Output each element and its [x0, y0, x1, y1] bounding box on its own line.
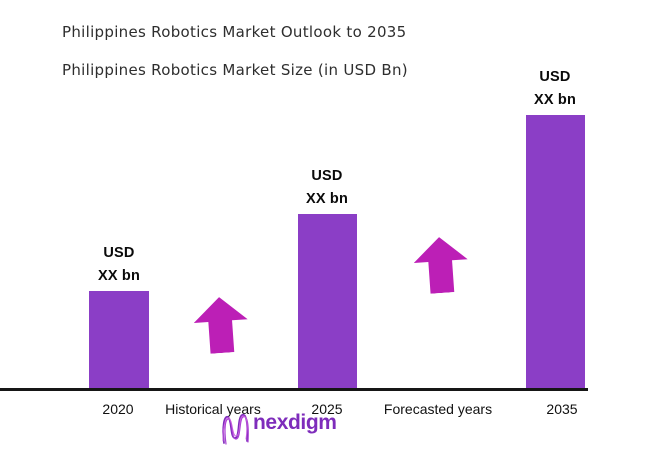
x-annotation-historical-years: Historical years	[165, 401, 261, 417]
bar-value-label-2025-line1: USD	[311, 168, 343, 184]
up-arrow-icon-historical	[192, 295, 250, 355]
x-axis-line	[0, 388, 588, 391]
bar-value-label-2020-line2: XX bn	[97, 268, 141, 284]
chart-title: Philippines Robotics Market Outlook to 2…	[62, 23, 407, 41]
nexdigm-logo-text: nexdigm	[253, 411, 337, 434]
bar-value-label-2035-line1: USD	[539, 69, 571, 85]
bar-value-label-2035: USD XX bn	[509, 66, 601, 112]
x-tick-2020: 2020	[102, 401, 134, 417]
x-tick-2025: 2025	[311, 401, 343, 417]
bar-value-label-2025: USD XX bn	[281, 165, 373, 211]
up-arrow-icon-forecast	[412, 235, 470, 295]
bar-2020	[89, 291, 149, 390]
nexdigm-logo-icon	[222, 413, 249, 445]
chart-subtitle: Philippines Robotics Market Size (in USD…	[62, 61, 408, 79]
bar-value-label-2035-line2: XX bn	[533, 92, 577, 108]
bar-value-label-2020-line1: USD	[103, 245, 135, 261]
x-annotation-forecasted-years: Forecasted years	[383, 401, 493, 417]
x-tick-2035: 2035	[546, 401, 578, 417]
bar-value-label-2020: USD XX bn	[73, 242, 165, 288]
bar-value-label-2025-line2: XX bn	[305, 191, 349, 207]
bar-2035	[526, 115, 585, 390]
bar-2025	[298, 214, 357, 390]
